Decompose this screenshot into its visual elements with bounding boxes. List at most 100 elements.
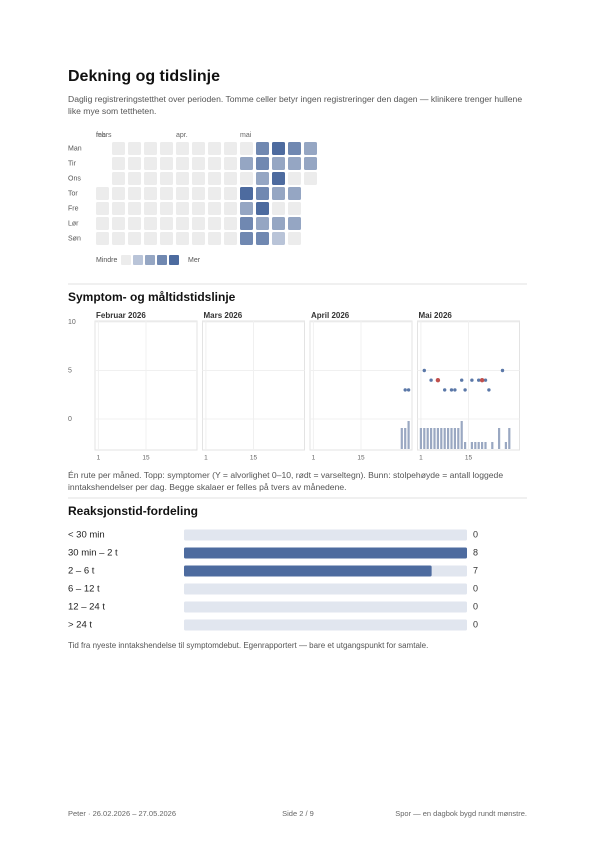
x-tick-label: 1	[204, 455, 208, 462]
bar	[184, 565, 432, 577]
bar-track	[184, 619, 467, 631]
value-label: 0	[473, 601, 478, 611]
heat-cell	[208, 172, 221, 185]
heat-cell	[256, 172, 269, 185]
weekday-label: Lør	[68, 220, 79, 227]
intake-bar	[464, 442, 467, 449]
symptom-point	[403, 388, 407, 392]
category-label: 6 – 12 t	[68, 584, 100, 595]
heat-cell	[288, 172, 301, 185]
y-tick-label: 10	[68, 319, 76, 326]
heat-cell	[288, 202, 301, 215]
heat-cell	[272, 217, 285, 230]
symptom-point	[460, 378, 464, 382]
section-note: Tid fra nyeste inntakshendelse til sympt…	[68, 641, 429, 650]
heat-cell	[240, 172, 253, 185]
heat-cell	[272, 187, 285, 200]
footer-right: Spor — en dagbok bygd rundt mønstre.	[395, 809, 527, 818]
symptom-point	[483, 378, 488, 382]
symptom-point	[449, 388, 454, 392]
heat-cell	[288, 142, 301, 155]
x-tick-label: 1	[97, 455, 101, 462]
section-title: Reaksjonstid-fordeling	[68, 504, 198, 518]
y-tick-label: 5	[68, 367, 72, 374]
heat-cell	[128, 172, 141, 185]
heat-cell	[192, 187, 205, 200]
heat-cell	[144, 217, 157, 230]
heat-cell	[192, 217, 205, 230]
symptom-point	[500, 368, 505, 373]
heat-cell	[256, 232, 269, 245]
heat-cell	[272, 172, 285, 185]
intake-bar	[508, 428, 511, 449]
heat-cell	[240, 142, 253, 155]
heat-cell	[224, 187, 237, 200]
legend-swatch	[133, 255, 143, 265]
heat-cell	[240, 157, 253, 170]
x-tick-label: 1	[312, 455, 316, 462]
heat-cell	[288, 232, 301, 245]
heat-cell	[144, 142, 157, 155]
heat-cell	[112, 202, 125, 215]
heat-cell	[160, 142, 173, 155]
intake-bar	[443, 428, 446, 449]
panel-title: April 2026	[311, 311, 350, 320]
symptom-point	[477, 378, 481, 382]
heat-cell	[192, 232, 205, 245]
heat-cell	[144, 172, 157, 185]
heat-cell	[240, 202, 253, 215]
legend-swatch	[169, 255, 179, 265]
section-title: Symptom- og måltidstidslinje	[68, 290, 236, 304]
heat-cell	[208, 142, 221, 155]
heat-cell	[176, 142, 189, 155]
section-caption: Én rute per måned. Topp: symptomer (Y = …	[68, 470, 504, 492]
value-label: 8	[473, 547, 478, 557]
heat-cell	[192, 142, 205, 155]
bar-track	[184, 601, 467, 613]
heat-cell	[176, 172, 189, 185]
category-label: > 24 t	[68, 620, 92, 631]
bar-track	[184, 529, 467, 541]
heat-cell	[288, 157, 301, 170]
heat-cell	[112, 142, 125, 155]
heat-cell	[96, 187, 109, 200]
weekday-label: Tir	[68, 160, 77, 167]
intake-bar	[504, 442, 507, 449]
heat-cell	[160, 202, 173, 215]
intake-bar	[474, 442, 477, 449]
x-tick-label: 15	[250, 455, 258, 462]
intake-bar	[426, 428, 429, 449]
heat-cell	[128, 142, 141, 155]
intake-bar	[453, 428, 456, 449]
heat-cell	[208, 217, 221, 230]
heat-cell	[160, 232, 173, 245]
intake-bar	[430, 428, 433, 449]
symptom-point	[453, 388, 457, 392]
heat-cell	[128, 232, 141, 245]
heat-cell	[160, 187, 173, 200]
heat-cell	[112, 172, 125, 185]
heat-cell	[160, 217, 173, 230]
heat-cell	[208, 232, 221, 245]
value-label: 7	[473, 565, 478, 575]
month-label: mars	[96, 132, 112, 139]
bar	[184, 547, 467, 559]
heat-cell	[224, 172, 237, 185]
month-label: apr.	[176, 132, 188, 139]
intake-bar	[404, 428, 407, 449]
symptom-point	[422, 368, 426, 373]
intake-bar	[477, 442, 480, 449]
heat-cell	[192, 172, 205, 185]
heat-cell	[224, 157, 237, 170]
heat-cell	[256, 187, 269, 200]
category-label: 2 – 6 t	[68, 566, 95, 577]
symptom-point	[406, 388, 411, 392]
value-label: 0	[473, 619, 478, 629]
heat-cell	[304, 142, 317, 155]
heat-cell	[272, 232, 285, 245]
category-label: 30 min – 2 t	[68, 548, 118, 559]
heat-cell	[128, 157, 141, 170]
